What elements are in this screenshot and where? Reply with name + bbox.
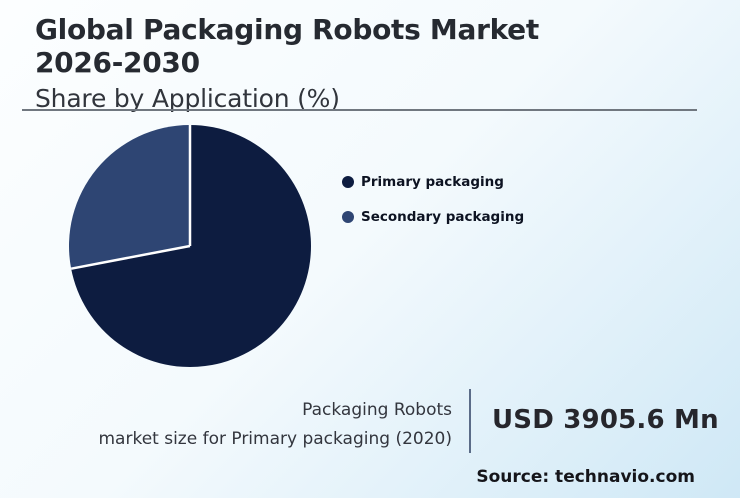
page-title-line1: Global Packaging Robots Market [35,13,539,46]
page-title-line2: 2026-2030 [35,46,200,79]
footer-caption: Packaging Robots market size for Primary… [98,396,452,454]
footer-caption-line2: market size for Primary packaging (2020) [98,429,452,449]
pie-chart-container [65,121,315,371]
legend-item-label: Secondary packaging [361,209,525,225]
legend: Primary packaging Secondary packaging [342,175,524,224]
footer-divider-line [469,389,471,453]
page-subtitle: Share by Application (%) [35,84,340,113]
pie-slice-primary-packaging [71,125,311,368]
pie-chart [68,125,311,368]
legend-item-label: Primary packaging [361,174,504,190]
pie-slice-secondary-packaging [68,125,190,269]
legend-item-primary-packaging: Primary packaging [342,175,524,189]
pie-slice-separator [70,244,191,270]
footer-caption-line1: Packaging Robots [302,400,452,420]
legend-swatch-icon [342,211,354,223]
legend-item-secondary-packaging: Secondary packaging [342,210,524,224]
header: Global Packaging Robots Market 2026-2030… [35,13,539,114]
source-attribution: Source: technavio.com [476,467,695,487]
header-divider-line [22,109,697,111]
legend-swatch-icon [342,176,354,188]
market-size-value: USD 3905.6 Mn [492,405,719,435]
